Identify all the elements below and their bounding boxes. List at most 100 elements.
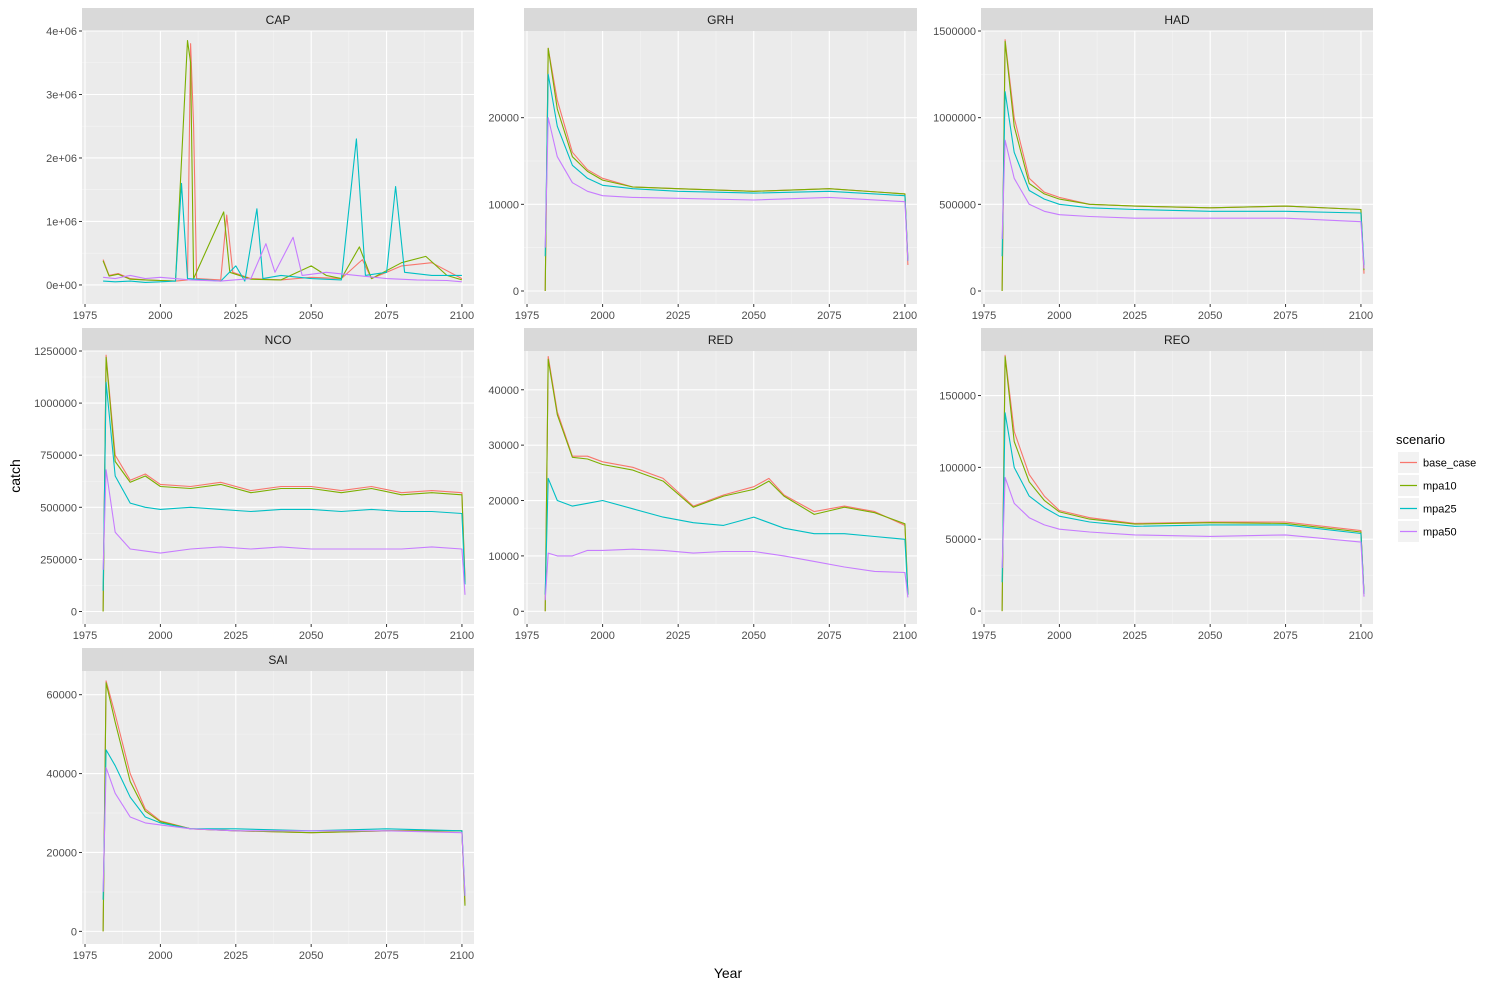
panel-background (82, 351, 474, 624)
series-line-mpa25 (102, 381, 466, 591)
x-tick-label: 1975 (73, 950, 97, 962)
y-tick-label: 1000000 (34, 398, 77, 410)
series-line-mpa50 (102, 767, 466, 896)
y-tick-label: 20000 (46, 847, 77, 859)
x-tick-label: 1975 (515, 310, 539, 322)
gridlines (82, 30, 474, 304)
y-tick-label: 40000 (488, 385, 519, 397)
legend-label: mpa50 (1423, 527, 1457, 539)
facet-strip-label: RED (708, 333, 734, 347)
x-tick-label: 2000 (1047, 310, 1071, 322)
x-tick-label: 2100 (893, 310, 917, 322)
series-group (544, 47, 909, 292)
facet-strip-label: HAD (1164, 13, 1190, 27)
series-group (1001, 39, 1365, 292)
y-tick-label: 3e+06 (46, 89, 77, 101)
series-line-mpa50 (102, 469, 466, 595)
y-tick-label: 1500000 (933, 26, 976, 38)
series-line-mpa50 (1001, 476, 1365, 597)
x-tick-label: 2025 (224, 630, 248, 642)
x-tick-label: 2075 (817, 630, 841, 642)
y-tick-label: 30000 (488, 440, 519, 452)
y-tick-label: 0 (970, 286, 976, 298)
panel-red: RED 1975 2000 2025 2050 2075 2100 0 10000 20000 30… (488, 328, 917, 642)
series-line-base-case (102, 354, 466, 612)
y-tick-label: 100000 (939, 462, 976, 474)
series-line-mpa25 (102, 749, 466, 900)
x-tick-label: 2000 (148, 950, 172, 962)
facet-strip-label: CAP (266, 13, 291, 27)
series-line-mpa10 (1001, 40, 1365, 292)
x-tick-label: 2050 (1198, 310, 1222, 322)
x-tick-label: 2025 (1123, 310, 1147, 322)
y-tick-label: 750000 (40, 450, 77, 462)
y-tick-label: 1250000 (34, 346, 77, 358)
series-line-mpa50 (544, 548, 909, 601)
panel-had: HAD 1975 2000 2025 2050 2075 2100 0 500000 100000… (933, 8, 1373, 322)
y-tick-label: 0 (970, 606, 976, 618)
series-line-mpa25 (1001, 412, 1365, 594)
gridlines (981, 30, 1373, 304)
x-tick-label: 2100 (893, 630, 917, 642)
x-tick-label: 2025 (224, 950, 248, 962)
legend-label: mpa25 (1423, 504, 1457, 516)
y-tick-label: 10000 (488, 199, 519, 211)
x-tick-label: 2050 (742, 310, 766, 322)
panel-background (981, 351, 1373, 624)
y-tick-label: 0e+00 (46, 280, 77, 292)
panel-grh: GRH 1975 2000 2025 2050 2075 2100 0 10000 20000 (488, 8, 917, 322)
x-tick-label: 2050 (299, 950, 323, 962)
y-tick-label: 10000 (488, 551, 519, 563)
facet-strip (82, 8, 474, 31)
y-tick-label: 0 (71, 606, 77, 618)
series-line-mpa10 (102, 356, 466, 612)
panel-reo: REO 1975 2000 2025 2050 2075 2100 0 50000 100000 1… (939, 328, 1373, 642)
x-tick-label: 2100 (450, 950, 474, 962)
x-tick-label: 2050 (742, 630, 766, 642)
legend-title: scenario (1396, 432, 1445, 447)
facet-strip (524, 328, 917, 351)
y-tick-label: 0 (513, 606, 519, 618)
x-tick-label: 2100 (450, 310, 474, 322)
x-tick-label: 1975 (972, 310, 996, 322)
series-line-mpa25 (1001, 91, 1365, 266)
x-tick-label: 1975 (73, 630, 97, 642)
x-tick-label: 1975 (515, 630, 539, 642)
series-line-mpa25 (544, 477, 909, 595)
gridlines (981, 351, 1373, 624)
y-tick-label: 1e+06 (46, 216, 77, 228)
y-tick-label: 40000 (46, 769, 77, 781)
x-tick-label: 2100 (1349, 310, 1373, 322)
x-tick-label: 2075 (374, 630, 398, 642)
facet-strip-label: SAI (268, 653, 287, 667)
x-tick-label: 2050 (1198, 630, 1222, 642)
series-line-mpa10 (544, 358, 909, 612)
x-axis-title: Year (714, 965, 743, 981)
x-tick-label: 2075 (1273, 630, 1297, 642)
legend: scenario base_case mpa10 mpa25 mpa50 (1396, 432, 1476, 542)
series-line-mpa50 (544, 117, 909, 261)
panel-background (82, 31, 474, 304)
facet-strip (82, 648, 474, 671)
facet-strip (82, 328, 474, 351)
gridlines (82, 671, 474, 944)
x-tick-label: 2000 (148, 310, 172, 322)
x-tick-label: 2075 (817, 310, 841, 322)
series-group (544, 355, 909, 612)
x-tick-label: 2000 (148, 630, 172, 642)
facet-strip-label: NCO (265, 333, 292, 347)
y-tick-label: 2e+06 (46, 153, 77, 165)
panel-background (981, 31, 1373, 304)
x-tick-label: 2025 (666, 630, 690, 642)
facet-strip-label: GRH (707, 13, 734, 27)
y-tick-label: 0 (71, 926, 77, 938)
series-group (102, 39, 463, 283)
panel-sai: SAI 1975 2000 2025 2050 2075 2100 0 20000 40000 60… (46, 648, 474, 962)
y-tick-label: 500000 (939, 199, 976, 211)
x-tick-label: 1975 (972, 630, 996, 642)
y-tick-label: 0 (513, 286, 519, 298)
y-tick-label: 4e+06 (46, 26, 77, 38)
x-tick-label: 2025 (1123, 630, 1147, 642)
y-tick-label: 20000 (488, 113, 519, 125)
